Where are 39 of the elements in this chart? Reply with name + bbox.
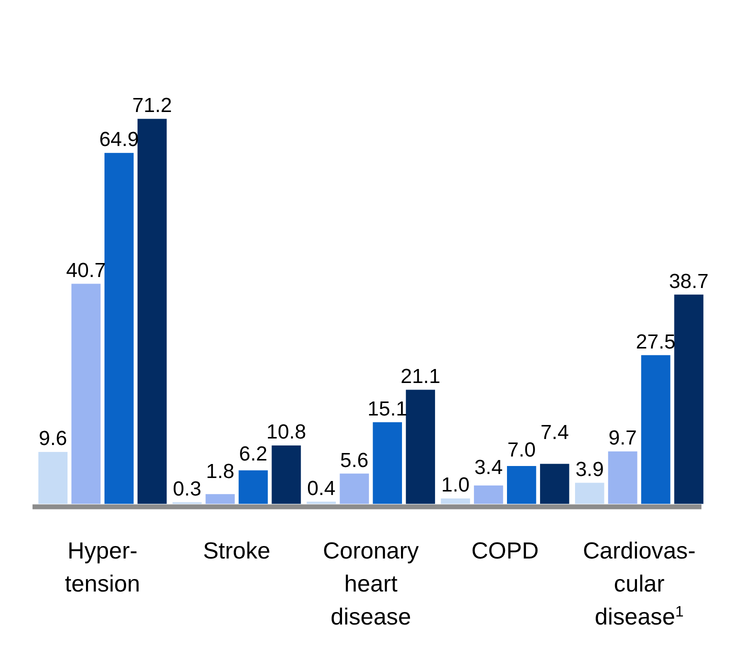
- data-label: 38.7: [668, 270, 709, 293]
- bar: [608, 451, 638, 504]
- data-label: 5.6: [340, 450, 369, 472]
- data-label: 9.6: [38, 428, 68, 450]
- x-tick-label: Stroke: [202, 537, 270, 564]
- bar: [641, 355, 670, 504]
- bar: [406, 390, 436, 504]
- bar: [540, 464, 570, 504]
- bar: [71, 284, 101, 504]
- data-label: 6.2: [239, 443, 268, 466]
- x-tick-label: COPD: [471, 537, 539, 564]
- data-label: 3.4: [474, 457, 503, 480]
- data-label: 10.8: [266, 422, 306, 444]
- bar: [138, 118, 167, 504]
- bar: [674, 294, 704, 504]
- data-label: 7.0: [507, 440, 536, 462]
- bar: [440, 498, 470, 504]
- bar: [506, 466, 536, 504]
- bar: [474, 485, 504, 504]
- bar: [272, 445, 301, 504]
- data-label: 0.3: [172, 478, 202, 500]
- bar: [206, 494, 235, 504]
- bar: [340, 474, 369, 504]
- bar: [104, 152, 134, 504]
- x-tick-label: Coronary heart disease: [322, 537, 420, 630]
- data-label: 71.2: [132, 95, 172, 118]
- bar: [372, 422, 402, 504]
- bar: [38, 452, 68, 504]
- data-label: 1.0: [441, 474, 470, 497]
- data-label: 21.1: [400, 366, 440, 388]
- bar: [238, 470, 268, 504]
- x-tick-label: Hyper- tension: [64, 537, 140, 596]
- data-label: 0.4: [307, 478, 336, 500]
- data-label: 9.7: [608, 428, 637, 450]
- bar: [575, 482, 604, 504]
- x-tick-label: Cardiovas- cular disease$^{1}$: [582, 537, 696, 630]
- data-label: 3.9: [575, 458, 604, 481]
- data-label: 7.4: [540, 422, 569, 444]
- data-label: 1.8: [206, 460, 234, 483]
